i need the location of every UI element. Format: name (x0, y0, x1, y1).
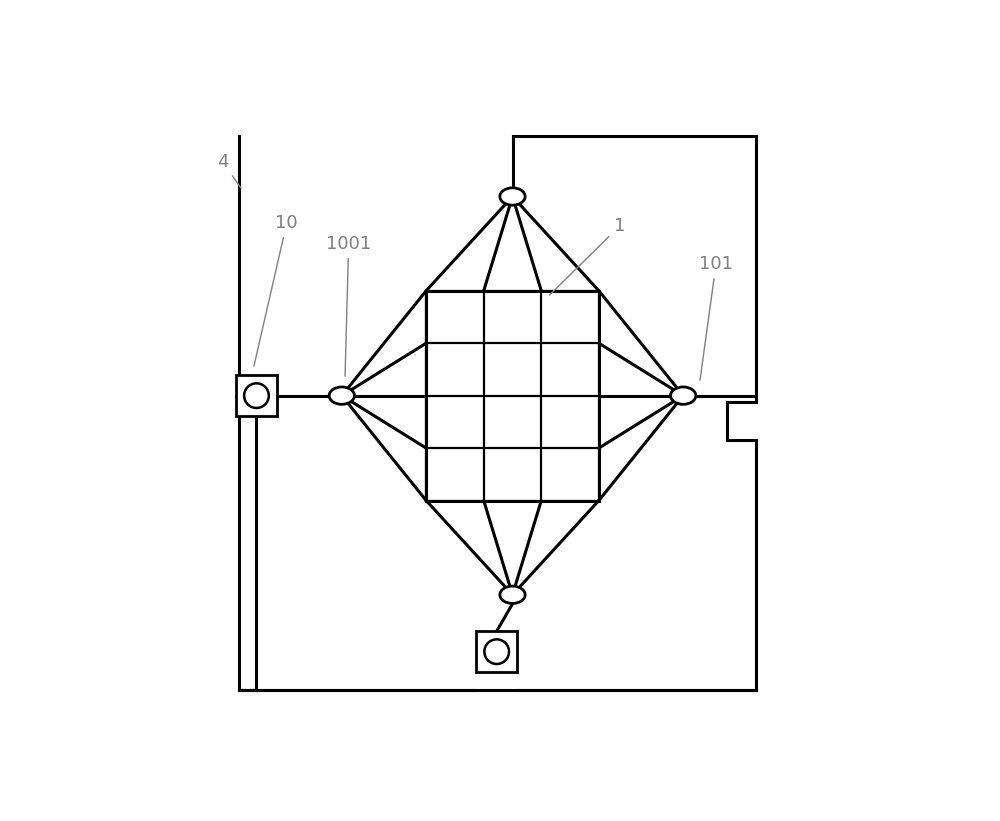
Text: 101: 101 (699, 255, 733, 380)
Text: 1001: 1001 (326, 235, 371, 377)
Bar (476, 631, 517, 672)
Ellipse shape (500, 586, 525, 603)
Ellipse shape (500, 188, 525, 205)
Ellipse shape (329, 387, 354, 404)
Bar (236, 375, 277, 416)
Text: 1: 1 (550, 218, 625, 295)
Ellipse shape (671, 387, 696, 404)
Text: 10: 10 (254, 214, 298, 366)
Text: 4: 4 (217, 153, 241, 188)
